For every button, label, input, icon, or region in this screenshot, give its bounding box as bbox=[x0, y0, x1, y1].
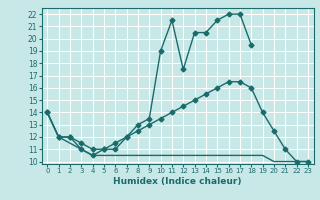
X-axis label: Humidex (Indice chaleur): Humidex (Indice chaleur) bbox=[113, 177, 242, 186]
